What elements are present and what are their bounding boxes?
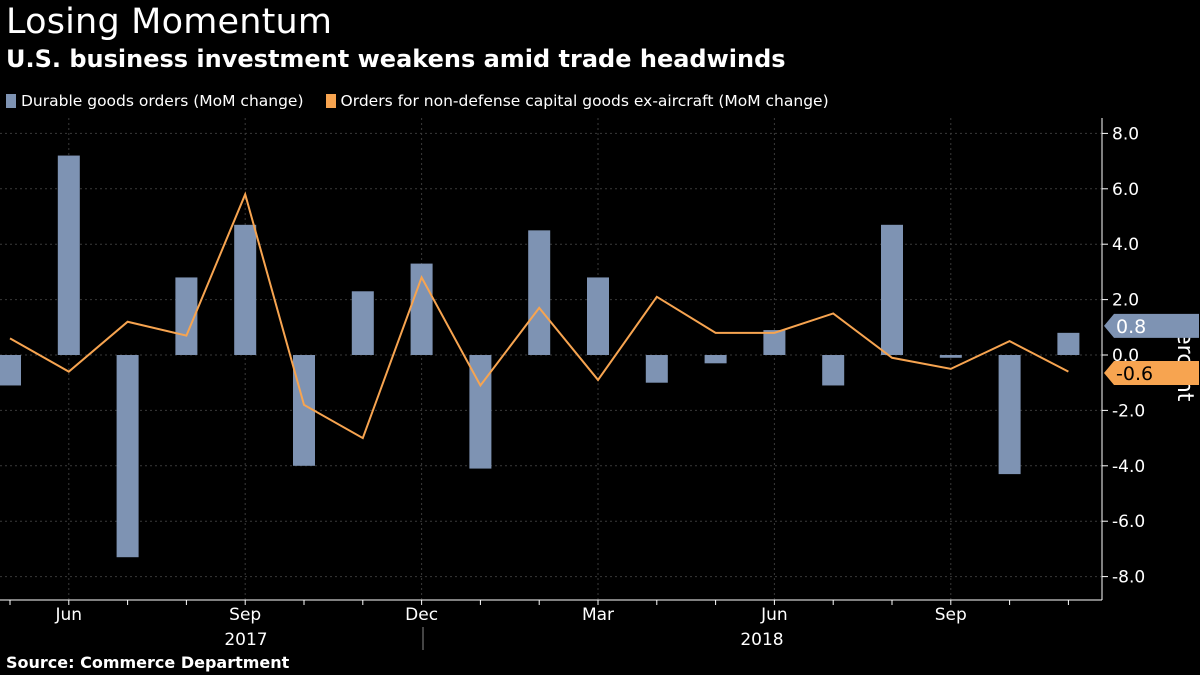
capex-end-label-tag <box>1104 361 1199 386</box>
durable-bar <box>116 355 139 558</box>
x-tick-label: Mar <box>582 605 614 625</box>
x-tick-label: Dec <box>405 605 438 625</box>
legend-label-durable: Durable goods orders (MoM change) <box>21 92 304 110</box>
durable-bar <box>175 277 198 355</box>
durable-bar <box>587 277 609 355</box>
axis-layer: 8.0 6.0 4.0 2.0 0.0 -2.0 -4.0 -6.0 -8.0 Jun Sep Dec… <box>0 118 1197 650</box>
durable-end-label-value: 0.8 <box>1116 316 1146 338</box>
chart-subtitle: U.S. business investment weakens amid tr… <box>6 45 786 73</box>
durable-bar <box>0 355 21 386</box>
chart-title: Losing Momentum <box>6 2 333 42</box>
durable-bar <box>351 291 374 355</box>
x-tick-label: Sep <box>935 605 967 625</box>
durable-bar <box>822 355 845 386</box>
durable-bar <box>528 230 551 355</box>
durable-bar <box>704 355 727 364</box>
y-tick-label: 2.0 <box>1112 291 1139 311</box>
legend-swatch-durable <box>6 94 16 108</box>
bar-layer <box>0 155 1080 558</box>
durable-bar <box>763 330 786 355</box>
durable-bar <box>469 355 492 469</box>
durable-bar <box>881 224 903 355</box>
durable-bar <box>939 355 962 358</box>
y-tick-label: -2.0 <box>1112 401 1145 421</box>
y-tick-label: 4.0 <box>1112 235 1139 255</box>
durable-bar <box>293 355 315 466</box>
x-year-label: 2018 <box>740 630 783 650</box>
line-layer <box>9 191 1069 440</box>
legend-item-durable: Durable goods orders (MoM change) <box>6 92 304 110</box>
legend-swatch-capex <box>325 94 336 108</box>
chart-legend: Durable goods orders (MoM change) Orders… <box>6 91 851 111</box>
y-tick-label: -8.0 <box>1112 568 1145 588</box>
y-tick-label: 0.0 <box>1112 346 1139 366</box>
x-tick-label: Jun <box>760 605 788 625</box>
durable-bar <box>645 355 668 383</box>
x-tick-label: Jun <box>55 605 83 625</box>
durable-bar <box>998 355 1021 475</box>
durable-bar <box>57 155 80 355</box>
x-year-label: 2017 <box>224 630 267 650</box>
x-tick-label: Sep <box>229 605 261 625</box>
source-note: Source: Commerce Department <box>6 653 290 672</box>
durable-bar <box>1057 332 1080 355</box>
durable-end-label-tag <box>1104 313 1199 338</box>
legend-label-capex: Orders for non-defense capital goods ex-… <box>340 92 829 110</box>
durable-bar <box>234 224 257 355</box>
y-tick-label: 8.0 <box>1112 124 1139 144</box>
label-layer: 0.8 -0.6 <box>1104 313 1199 386</box>
y-tick-label: -4.0 <box>1112 457 1145 477</box>
grid-layer <box>0 118 1102 600</box>
legend-item-capex: Orders for non-defense capital goods ex-… <box>325 92 829 110</box>
y-tick-label: 6.0 <box>1112 180 1139 200</box>
capex-end-label-value: -0.6 <box>1116 363 1153 385</box>
y-tick-label: -6.0 <box>1112 512 1145 532</box>
